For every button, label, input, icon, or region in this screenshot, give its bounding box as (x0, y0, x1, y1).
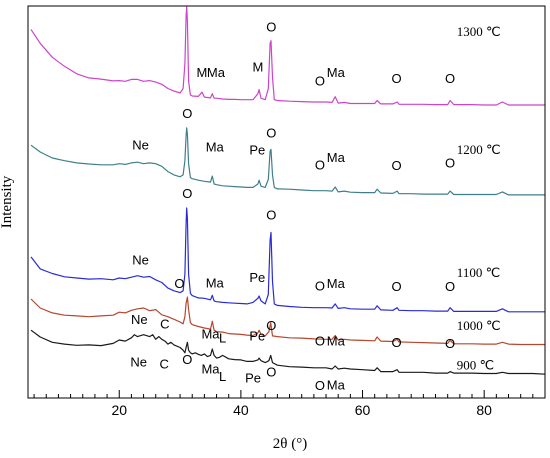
x-tick-label: 40 (233, 402, 249, 418)
peak-label-44: O (266, 364, 276, 379)
series-line-4 (30, 6, 545, 106)
peak-label-29: C (160, 316, 169, 331)
peak-label-39: C (160, 357, 169, 372)
series-label-2: 1100 ℃ (457, 265, 500, 280)
peak-label-16: O (392, 158, 402, 173)
axis-layer: 20 40 60 80 (27, 5, 546, 418)
peak-label-9: O (182, 106, 192, 121)
peak-label-24: Ma (327, 276, 346, 291)
peak-label-40: O (182, 352, 192, 367)
peak-label-2: Ma (207, 65, 226, 80)
peak-label-23: O (315, 278, 325, 293)
peak-label-31: L (219, 331, 226, 346)
peak-label-13: O (266, 125, 276, 140)
x-tick-label: 20 (111, 402, 127, 418)
x-tick-label: 80 (476, 402, 492, 418)
series-label-1: 1000 ℃ (457, 318, 501, 333)
peak-label-21: Ma (206, 276, 225, 291)
peak-label-0: O (182, 0, 192, 2)
series-label-0: 900 ℃ (457, 358, 494, 373)
peak-label-6: Ma (327, 65, 346, 80)
peak-label-8: O (445, 71, 455, 86)
peak-label-25: O (392, 279, 402, 294)
peak-label-27: O (174, 276, 184, 291)
peak-label-18: O (182, 186, 192, 201)
peak-label-30: Ma (201, 327, 220, 342)
peak-label-15: Ma (327, 150, 346, 165)
peak-label-32: Pe (249, 328, 265, 343)
peak-label-22: Pe (249, 270, 265, 285)
peak-label-3: M (252, 60, 263, 75)
peak-label-4: O (266, 19, 276, 34)
peak-label-46: Ma (327, 377, 346, 392)
peak-label-19: O (266, 208, 276, 223)
series-line-3 (30, 127, 545, 196)
peak-label-45: O (315, 378, 325, 393)
series-label-3: 1200 ℃ (457, 142, 501, 157)
series-layer: 900 ℃ 1000 ℃ 1100 ℃ 1200 ℃ 1300 ℃ (30, 6, 546, 375)
peak-label-34: O (315, 333, 325, 348)
series-line-1 (30, 296, 545, 346)
peak-label-28: Ne (131, 312, 148, 327)
peak-label-42: L (219, 369, 226, 384)
peak-label-7: O (392, 71, 402, 86)
annotation-layer: OMMaMOOMaOOONeMaPeOOMaOOOONeMaPeOMaOOONe… (130, 0, 455, 393)
peak-label-36: O (392, 335, 402, 350)
peak-label-26: O (445, 279, 455, 294)
peak-label-33: O (266, 318, 276, 333)
peak-label-11: Ma (206, 139, 225, 154)
peak-label-14: O (315, 157, 325, 172)
x-axis-label: 2θ (°) (273, 436, 307, 452)
peak-label-35: Ma (327, 333, 346, 348)
series-label-4: 1300 ℃ (457, 24, 501, 39)
series-line-0 (30, 329, 546, 375)
peak-label-1: M (197, 65, 208, 80)
series-line-2 (30, 207, 545, 313)
peak-label-17: O (445, 155, 455, 170)
peak-label-37: O (445, 336, 455, 351)
peak-label-38: Ne (130, 354, 147, 369)
x-tick-label: 60 (355, 402, 371, 418)
peak-label-12: Pe (249, 143, 265, 158)
plot-frame (27, 5, 546, 399)
peak-label-10: Ne (132, 137, 149, 152)
peak-label-43: Pe (245, 370, 261, 385)
peak-label-41: Ma (201, 361, 220, 376)
peak-label-5: O (315, 73, 325, 88)
y-axis-label: Intensity (0, 175, 15, 228)
peak-label-20: Ne (132, 252, 149, 267)
